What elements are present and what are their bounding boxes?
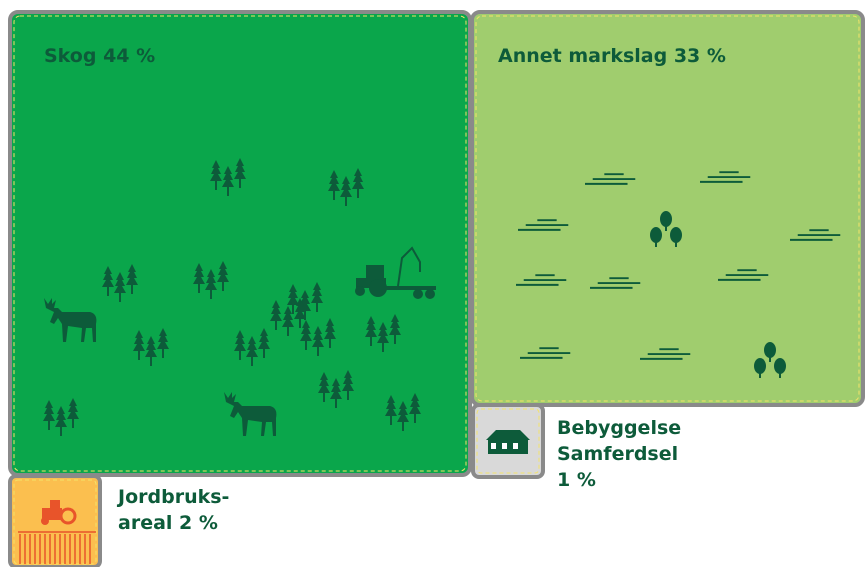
jordbruk-region [10, 476, 100, 567]
bebyggelse-region [473, 405, 543, 477]
region-label: areal 2 % [118, 512, 218, 534]
annet-region [472, 12, 863, 405]
region-label: 1 % [557, 469, 596, 491]
region-label: Jordbruks- [116, 486, 229, 508]
region-label: Bebyggelse [557, 417, 681, 439]
land-use-diagram: Skog 44 % Annet markslag 33 % Bebyggelse Sa… [0, 0, 865, 567]
region-label: Skog 44 % [44, 45, 155, 67]
region-label: Samferdsel [557, 443, 678, 465]
region-label: Annet markslag 33 % [498, 45, 726, 67]
